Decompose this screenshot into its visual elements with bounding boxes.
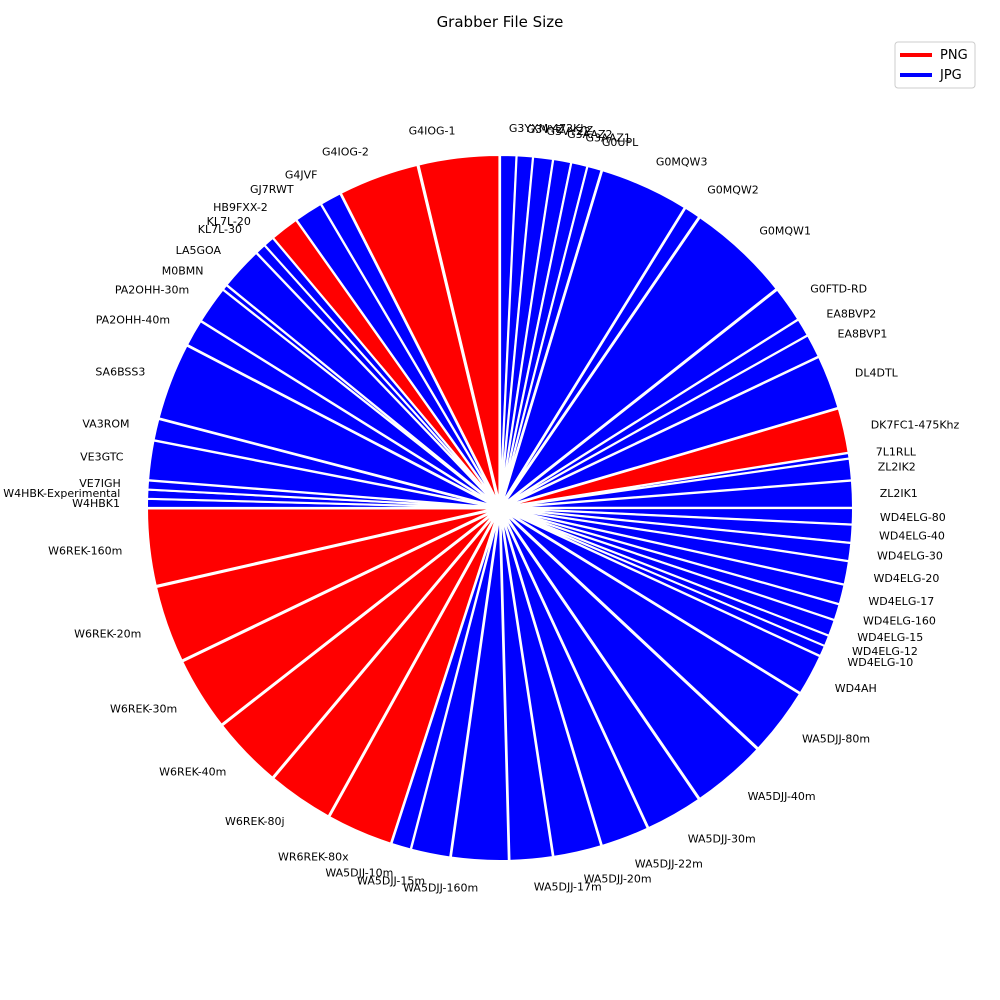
slice-label: G0MQW1 xyxy=(759,224,811,237)
slice-label: G3AAZ2 xyxy=(567,128,612,141)
legend-label-png: PNG xyxy=(940,48,968,63)
pie-slice xyxy=(502,215,779,506)
slice-label: LA5GOA xyxy=(176,244,222,257)
slice-label: G3YXM-472Khz xyxy=(509,122,593,135)
slice-label: EA8BVP2 xyxy=(826,307,876,320)
slice-label: G3VYZ xyxy=(527,123,565,136)
slice-label: WA5DJJ-30m xyxy=(688,832,756,845)
slice-label: G0MQW3 xyxy=(656,155,708,168)
slice-label: G4IOG-2 xyxy=(322,145,369,158)
slice-label: WA5DJJ-80m xyxy=(802,733,870,746)
slice-label: W4HBK-Experimental xyxy=(3,487,120,500)
slice-label: VE7IGH xyxy=(79,477,121,490)
slice-label: WD4ELG-30 xyxy=(877,550,943,563)
slice-label: KL7L-30 xyxy=(198,223,242,236)
pie-slice xyxy=(180,509,497,727)
slice-label: W6REK-40m xyxy=(159,766,226,779)
slice-label: WA5DJJ-20m xyxy=(584,873,652,886)
slice-label: WA5DJJ-22m xyxy=(635,857,703,870)
legend: PNG JPG xyxy=(894,41,976,89)
slice-label: KL7L-20 xyxy=(207,215,251,228)
slice-label: WA5DJJ-15m xyxy=(357,875,425,888)
slice-label: HB9FXX-2 xyxy=(213,201,268,214)
slice-label: G4IOG-1 xyxy=(409,125,456,138)
slice-label: WD4ELG-17 xyxy=(868,595,934,608)
slice-label: WD4ELG-40 xyxy=(879,530,945,543)
slice-label: G3VYZ2 xyxy=(547,125,591,138)
slice-label: WR6REK-80x xyxy=(278,851,349,864)
slice-label: PA2OHH-30m xyxy=(115,283,189,296)
slice-label: 7L1RLL xyxy=(876,446,917,459)
slice-label: W4HBK1 xyxy=(72,497,120,510)
slice-label: PA2OHH-40m xyxy=(96,313,170,326)
slice-label: W6REK-80j xyxy=(225,815,285,828)
slice-label: W6REK-160m xyxy=(48,545,122,558)
pie-slice xyxy=(220,510,498,780)
slice-label: DL4DTL xyxy=(855,366,899,379)
pie-slice xyxy=(417,154,501,504)
slice-label: G0FTD-RD xyxy=(810,283,867,296)
slice-label: EA8BVP1 xyxy=(838,327,888,340)
slice-label: GJ7RWT xyxy=(250,183,294,196)
slice-label: G3AAZ1 xyxy=(586,132,631,145)
pie-slice xyxy=(271,511,499,818)
slice-label: WD4ELG-12 xyxy=(852,645,918,658)
chart-title: Grabber File Size xyxy=(437,13,564,31)
slice-label: WD4ELG-10 xyxy=(847,656,913,669)
slice-label: WD4ELG-15 xyxy=(857,631,923,644)
pie-slices xyxy=(145,153,855,862)
pie-slice xyxy=(154,508,496,662)
slice-label: M0BMN xyxy=(162,264,204,277)
slice-label: WA5DJJ-160m xyxy=(403,881,478,894)
legend-label-jpg: JPG xyxy=(939,68,962,83)
slice-label: VE3GTC xyxy=(80,451,124,464)
slice-label: WA5DJJ-40m xyxy=(748,790,816,803)
slice-label: G0UPL xyxy=(602,136,639,149)
slice-label: WD4ELG-160 xyxy=(863,614,936,627)
slice-label: G4JVF xyxy=(285,169,318,182)
slice-label: DK7FC1-475Khz xyxy=(871,418,960,431)
slice-label: WD4ELG-80 xyxy=(880,511,946,524)
slice-labels: G3YXM-472KhzG3VYZG3VYZ2G3AAZ2G3AAZ1G0UPL… xyxy=(3,122,959,894)
slice-label: WD4AH xyxy=(835,682,877,695)
slice-label: W6REK-30m xyxy=(110,703,177,716)
pie-slice xyxy=(327,512,499,845)
slice-label: WA5DJJ-17m xyxy=(534,881,602,894)
slice-label: VA3ROM xyxy=(82,417,129,430)
slice-label: ZL2IK1 xyxy=(880,487,918,500)
slice-label: G0MQW2 xyxy=(707,183,759,196)
pie-slice xyxy=(503,510,802,751)
slice-label: ZL2IK2 xyxy=(878,460,916,473)
slice-label: W6REK-20m xyxy=(74,628,141,641)
pie-slice xyxy=(339,163,500,504)
slice-label: WD4ELG-20 xyxy=(874,572,940,585)
slice-label: SA6BSS3 xyxy=(95,365,145,378)
slice-label: WA5DJJ-10m xyxy=(325,867,393,880)
